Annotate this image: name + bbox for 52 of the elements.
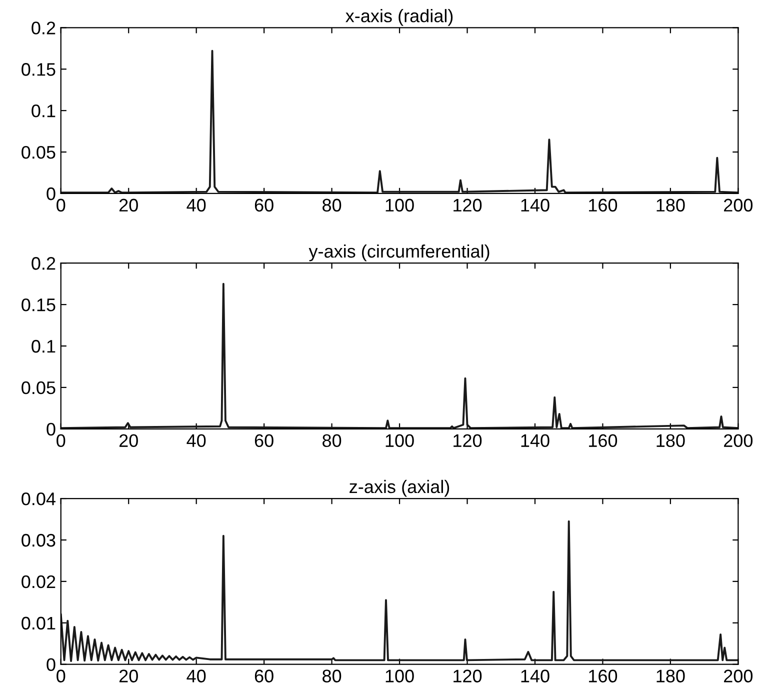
x-tick-label: 200 [724, 670, 753, 682]
line-series [60, 520, 738, 662]
x-tick-label: 160 [589, 198, 618, 212]
x-tick-label: 20 [119, 670, 138, 682]
x-tick-label: 80 [322, 670, 342, 682]
x-tick-label: 80 [322, 434, 342, 448]
x-tick-label: 40 [186, 670, 206, 682]
x-tick-label: 100 [386, 434, 414, 448]
y-tick-label: 0.2 [32, 22, 56, 34]
y-tick-label: 0.2 [32, 257, 56, 270]
x-tick-label: 100 [386, 670, 414, 682]
x-tick-label: 60 [254, 434, 274, 448]
y-tick-label: 0.05 [22, 381, 56, 394]
x-tick-label: 120 [454, 434, 482, 448]
x-tick-label: 160 [589, 670, 618, 682]
y-tick-label: 0.02 [22, 575, 56, 588]
x-tick-label: 60 [254, 198, 274, 212]
y-tick-label: 0.03 [22, 534, 56, 547]
x-tick-label: 0 [56, 434, 66, 448]
chart-title: z-axis (axial) [350, 480, 450, 497]
x-tick-label: 100 [386, 198, 414, 212]
x-tick-label: 200 [724, 434, 753, 448]
y-tick-label: 0.04 [22, 492, 56, 506]
x-tick-label: 140 [521, 198, 550, 212]
x-tick-label: 0 [56, 198, 66, 212]
chart-title: x-axis (radial) [346, 9, 453, 26]
x-tick-label: 20 [119, 198, 138, 212]
x-tick-label: 0 [56, 670, 66, 682]
x-tick-label: 40 [186, 198, 206, 212]
x-tick-label: 140 [521, 434, 550, 448]
y-tick-label: 0 [46, 187, 56, 200]
x-tick-label: 120 [454, 198, 482, 212]
x-tick-label: 200 [724, 198, 753, 212]
y-tick-label: 0.1 [32, 340, 56, 353]
x-tick-label: 20 [119, 434, 138, 448]
x-tick-label: 60 [254, 670, 274, 682]
x-tick-label: 80 [322, 198, 342, 212]
y-tick-label: 0.1 [32, 104, 56, 118]
x-tick-label: 180 [656, 198, 685, 212]
x-tick-label: 40 [186, 434, 206, 448]
x-tick-label: 180 [656, 670, 685, 682]
x-tick-label: 120 [454, 670, 482, 682]
x-tick-label: 160 [589, 434, 618, 448]
x-tick-label: 180 [656, 434, 685, 448]
x-tick-label: 140 [521, 670, 550, 682]
y-tick-label: 0.01 [22, 616, 56, 630]
chart-title: y-axis (circumferential) [308, 244, 490, 262]
y-tick-label: 0.05 [22, 146, 56, 159]
y-tick-label: 0 [46, 422, 56, 436]
y-tick-label: 0.15 [22, 63, 56, 76]
y-tick-label: 0 [46, 658, 56, 672]
y-tick-label: 0.15 [22, 298, 56, 312]
